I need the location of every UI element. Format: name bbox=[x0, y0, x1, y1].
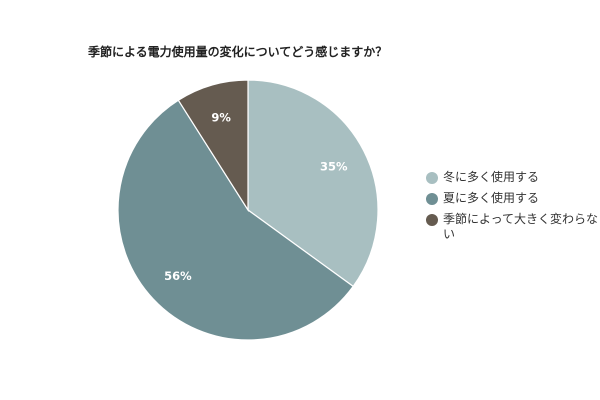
legend-label-no-change: 季節によって大きく変わらない bbox=[443, 212, 599, 241]
legend-item-winter[interactable]: 冬に多く使用する bbox=[426, 170, 600, 185]
legend-swatch-winter bbox=[426, 172, 438, 184]
slice-winter[interactable] bbox=[247, 79, 379, 288]
slice-summer[interactable] bbox=[117, 99, 355, 341]
legend-item-summer[interactable]: 夏に多く使用する bbox=[426, 191, 600, 206]
slice-label-summer: 56% bbox=[164, 269, 192, 283]
legend-swatch-no-change bbox=[426, 214, 438, 226]
legend-item-no-change[interactable]: 季節によって大きく変わらない bbox=[426, 212, 600, 242]
chart-title: 季節による電力使用量の変化についてどう感じますか？ bbox=[88, 45, 388, 59]
slice-label-winter: 35% bbox=[320, 159, 348, 173]
legend-label-winter: 冬に多く使用する bbox=[443, 170, 540, 184]
slice-no-change[interactable] bbox=[177, 79, 249, 213]
slice-label-no-change: 9% bbox=[211, 111, 231, 125]
legend: 冬に多く使用する 夏に多く使用する 季節によって大きく変わらない bbox=[426, 170, 600, 248]
legend-label-summer: 夏に多く使用する bbox=[443, 191, 540, 205]
legend-swatch-summer bbox=[426, 193, 438, 205]
